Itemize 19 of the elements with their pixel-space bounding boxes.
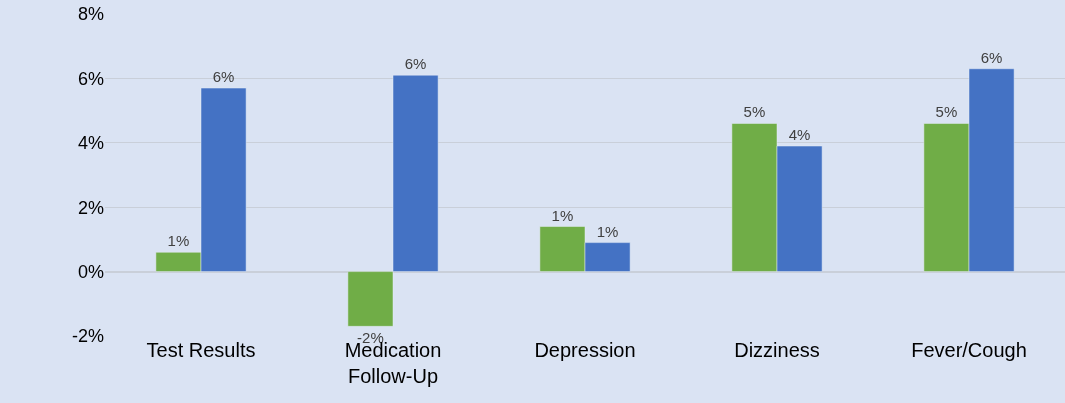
data-label: 6% xyxy=(404,55,427,73)
x-tick-label: Dizziness xyxy=(734,339,820,361)
data-label: 1% xyxy=(551,206,574,224)
y-tick-label: 4% xyxy=(77,133,104,154)
data-label: 6% xyxy=(212,68,235,86)
y-tick-label: 0% xyxy=(77,261,104,282)
data-label: 1% xyxy=(596,222,619,240)
y-tick-label: 2% xyxy=(77,197,104,218)
data-label: 4% xyxy=(788,126,811,144)
data-label: 5% xyxy=(935,103,958,121)
y-tick-label: -2% xyxy=(71,326,104,347)
data-label: 5% xyxy=(743,103,766,121)
data-label: 1% xyxy=(167,232,190,250)
y-tick-label: 8% xyxy=(77,4,104,25)
x-tick-label: Test Results xyxy=(146,339,256,361)
data-label: 6% xyxy=(980,48,1003,66)
x-tick-label: Depression xyxy=(534,339,636,361)
x-tick-label: Fever/Cough xyxy=(911,339,1027,361)
y-tick-label: 6% xyxy=(77,68,104,89)
